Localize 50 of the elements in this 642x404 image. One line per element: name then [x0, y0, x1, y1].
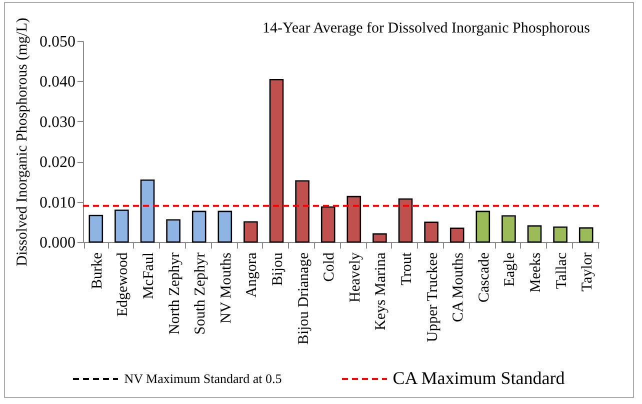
x-tick-label: Heavely	[347, 252, 364, 302]
bar	[192, 210, 206, 243]
x-tick-label: Taylor	[580, 252, 596, 292]
bar	[398, 198, 413, 243]
bar	[450, 228, 464, 243]
bar	[269, 78, 284, 243]
x-tick-label: Trout	[399, 252, 415, 286]
x-tick-label: McFaul	[141, 252, 157, 300]
bar	[244, 221, 258, 243]
x-tick-label: Bijou Drianage	[296, 252, 312, 345]
y-axis-title: Dissolved Inorganic Phosphorous (mg/L)	[14, 18, 30, 266]
y-tick-label: 0.020	[40, 154, 76, 172]
bar	[527, 225, 542, 243]
bar	[578, 227, 594, 243]
x-tick-label: Keys Marina	[373, 252, 390, 330]
bar	[218, 210, 232, 243]
bar	[166, 219, 180, 243]
bar	[346, 196, 362, 243]
x-tick-label: Cold	[322, 252, 338, 282]
chart-title: 14-Year Average for Dissolved Inorganic Phosphorous	[262, 20, 590, 36]
bar	[553, 226, 568, 243]
y-tick-label: 0.000	[40, 234, 76, 252]
x-tick-label: Tallac	[554, 252, 570, 289]
bar	[476, 210, 490, 243]
bar	[424, 222, 438, 243]
x-tick-label: Edgewood	[115, 252, 132, 317]
y-tick-label: 0.010	[40, 194, 76, 212]
x-tick-label: Angora	[244, 252, 260, 298]
y-tick-label: 0.040	[40, 74, 76, 91]
bar	[295, 180, 310, 243]
bar	[88, 214, 104, 243]
x-tick-label: NV Mouths	[218, 252, 234, 324]
x-tick-label: Eagle	[502, 252, 518, 287]
bar	[320, 206, 336, 243]
x-tick-label: Bijou	[270, 252, 286, 286]
x-tick-label: North Zephyr	[166, 252, 183, 335]
x-tick-label: Meeks	[528, 252, 544, 292]
text: NV Maximum Standard at 0.5	[124, 370, 282, 386]
x-tick-label: Upper Truckee	[424, 252, 441, 342]
bar	[372, 233, 387, 243]
x-tick-label: Burke	[89, 252, 106, 290]
x-tick-label: Cascade	[476, 252, 492, 302]
bar	[140, 179, 155, 243]
bar	[114, 210, 129, 243]
x-tick-label: South Zephyr	[192, 252, 209, 335]
x-tick-label: CA Mouths	[450, 252, 467, 322]
y-tick-label: 0.050	[40, 34, 76, 50]
y-tick-label: 0.030	[40, 114, 76, 131]
bar	[502, 215, 516, 243]
legend-label: CA Maximum Standard	[392, 368, 565, 389]
